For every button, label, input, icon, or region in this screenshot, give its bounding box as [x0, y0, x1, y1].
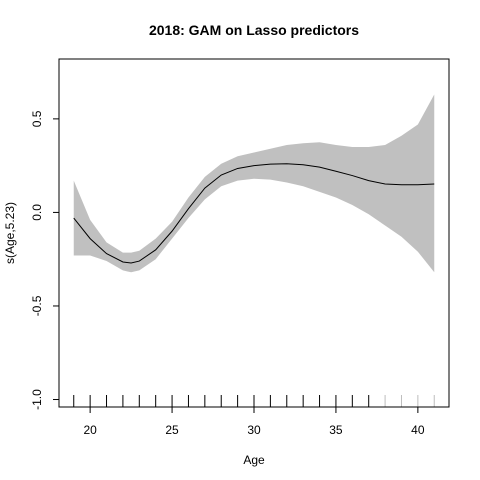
y-axis-label: s(Age,5.23)	[3, 202, 17, 264]
x-tick-label: 30	[247, 423, 261, 437]
x-tick-label: 20	[83, 423, 97, 437]
x-tick-label: 25	[165, 423, 179, 437]
confidence-band	[73, 94, 435, 273]
y-tick-label: 0.0	[30, 204, 44, 221]
fit-line	[73, 163, 435, 264]
y-tick-label: -0.5	[30, 295, 44, 316]
chart-title: 2018: GAM on Lasso predictors	[149, 22, 359, 38]
x-axis-label: Age	[243, 453, 265, 467]
y-axis: -1.0 -0.5 0.0 0.5	[30, 110, 59, 410]
x-axis: 20 25 30 35 40	[83, 407, 425, 437]
fit-line-group	[73, 163, 435, 264]
x-tick-label: 35	[329, 423, 343, 437]
y-tick-label: -1.0	[30, 389, 44, 410]
x-tick-label: 40	[411, 423, 425, 437]
y-tick-label: 0.5	[30, 110, 44, 127]
rug-marks	[73, 395, 435, 407]
confidence-band-group	[73, 94, 435, 273]
plot-frame	[58, 58, 450, 408]
